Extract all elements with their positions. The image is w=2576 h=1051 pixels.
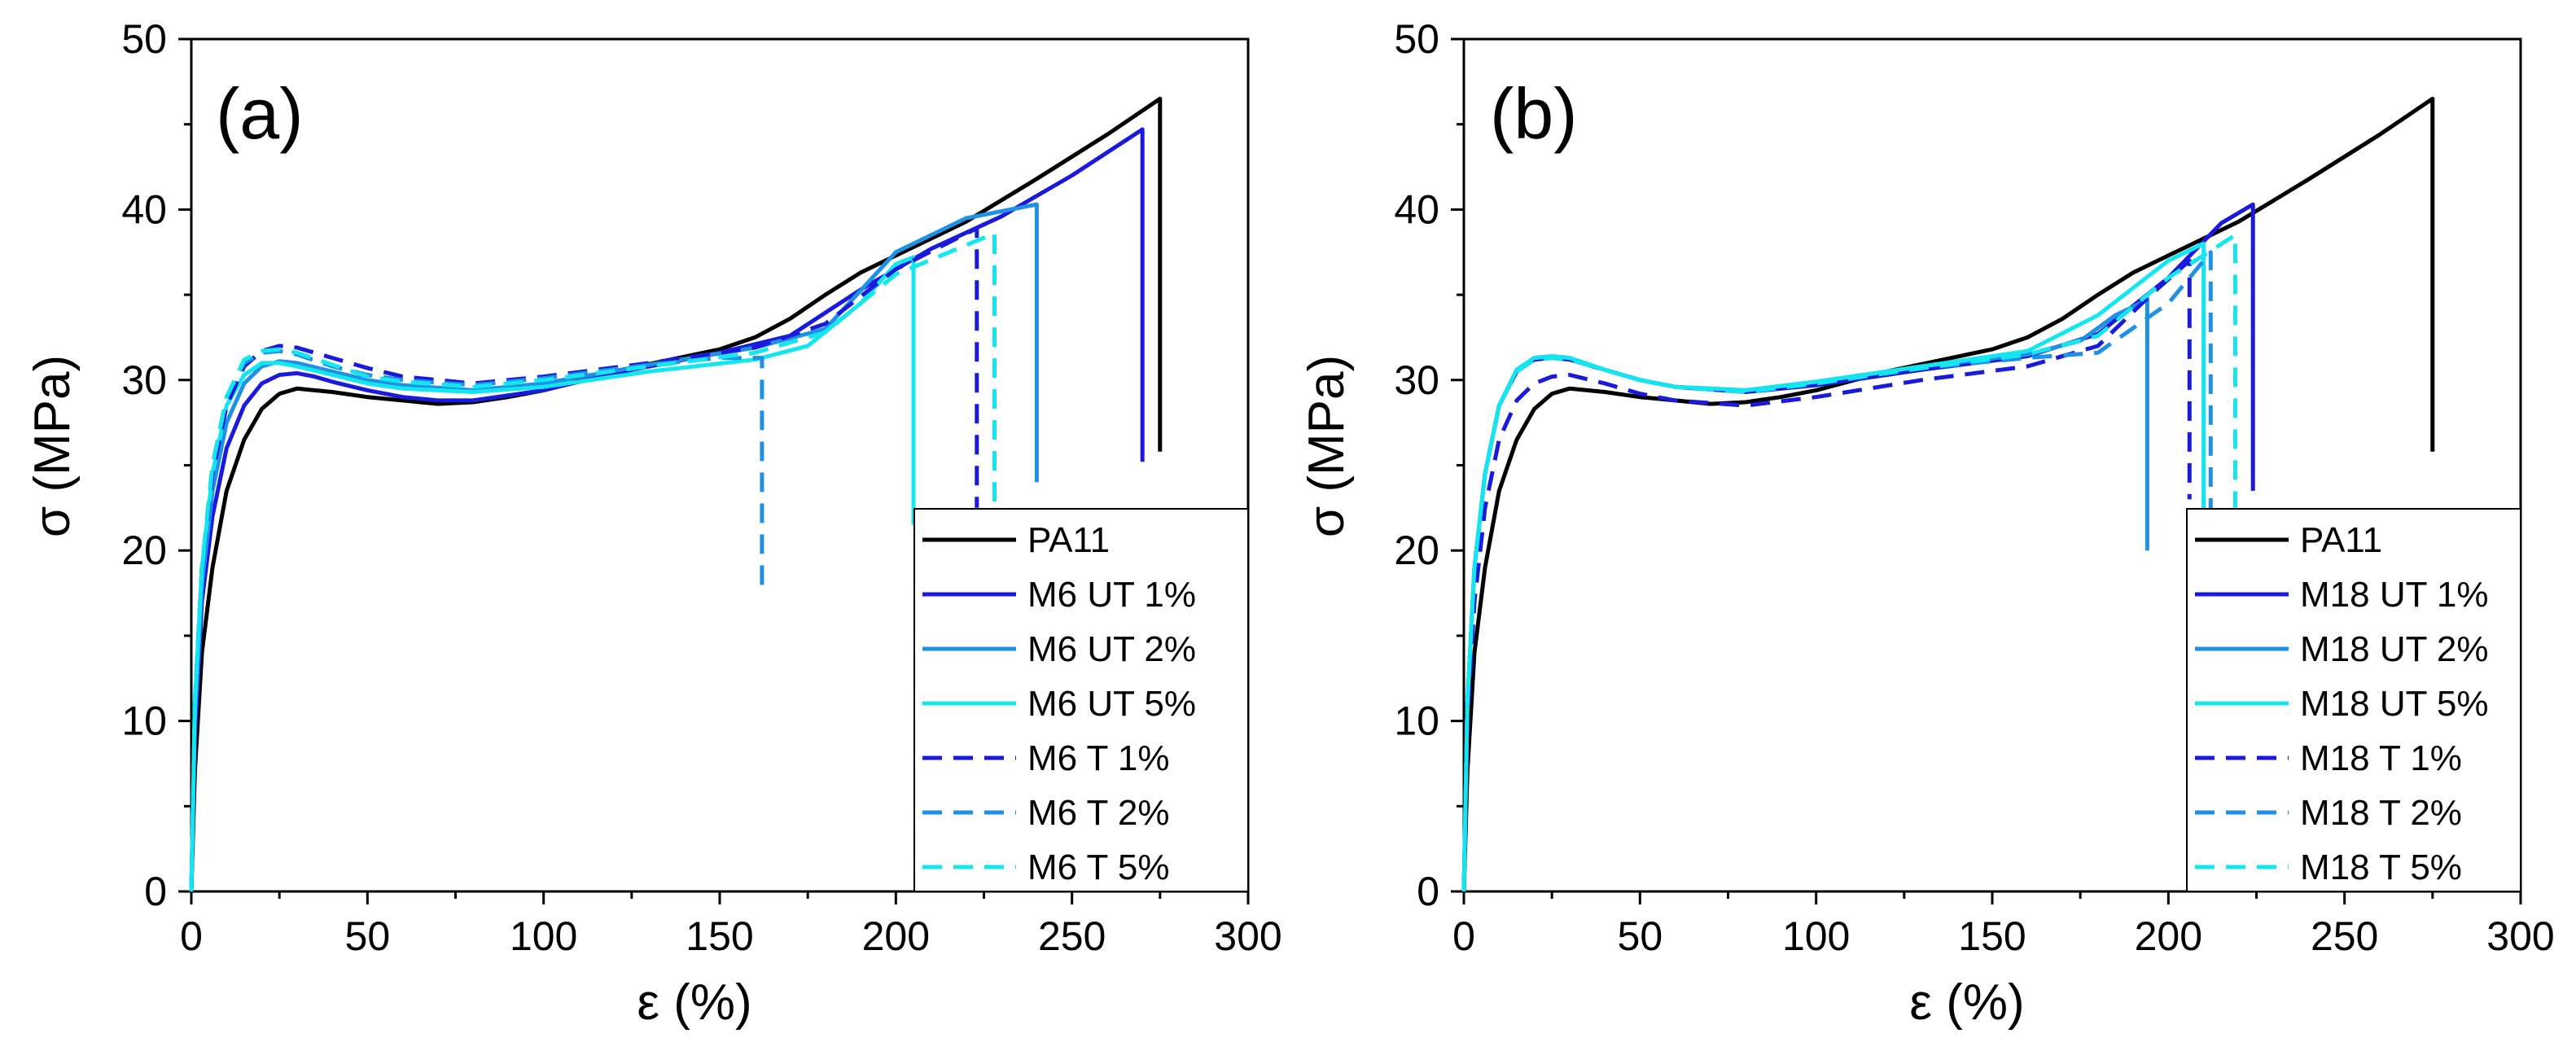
legend-label: M6 T 1% <box>1027 738 1169 778</box>
y-tick-label: 30 <box>1394 357 1439 403</box>
y-tick-label: 50 <box>121 16 167 62</box>
axes-frame-b: 0 50 100 150 200 250 300 0 10 20 30 40 50 <box>1394 16 2554 959</box>
x-axis-title-a: ε (%) <box>637 974 751 1031</box>
y-tick-label: 10 <box>1394 698 1439 744</box>
x-tick-label: 250 <box>1038 913 1106 959</box>
x-tick-label: 50 <box>1618 913 1663 959</box>
legend-label: M6 T 5% <box>1027 847 1169 887</box>
series-line <box>1461 258 2192 892</box>
x-tick-label: 200 <box>862 913 930 959</box>
y-tick-label: 10 <box>121 698 167 744</box>
legend-b: PA11 M18 UT 1% M18 UT 2% M18 UT 5% M18 T 1% M… <box>2186 508 2521 892</box>
legend-label: PA11 <box>2300 520 2382 560</box>
y-axis-title-b: σ (MPa) <box>1299 355 1355 537</box>
panel-label-a: (a) <box>216 73 304 154</box>
x-tick-label: 0 <box>180 913 203 959</box>
series-layer-a <box>189 96 1163 892</box>
x-tick-label: 200 <box>2135 913 2202 959</box>
y-tick-label: 20 <box>1394 528 1439 573</box>
x-tick-label: 250 <box>2311 913 2378 959</box>
x-tick-label: 100 <box>510 913 577 959</box>
y-tick-label: 40 <box>121 186 167 232</box>
axes-frame-a: 0 50 100 150 200 250 300 0 10 20 30 40 50 <box>121 16 1281 959</box>
x-tick-label: 150 <box>1958 913 2026 959</box>
legend-label: M6 UT 1% <box>1027 575 1196 615</box>
series-line <box>189 226 979 892</box>
legend-label: M6 UT 2% <box>1027 629 1196 669</box>
legend-label: M18 T 1% <box>2300 738 2462 778</box>
legend-label: M6 UT 5% <box>1027 684 1196 724</box>
legend-label: M18 UT 2% <box>2300 629 2489 669</box>
x-tick-label: 50 <box>345 913 391 959</box>
series-line <box>1461 233 2237 892</box>
y-axis-title-a: σ (MPa) <box>24 355 81 537</box>
x-tick-label: 300 <box>1214 913 1281 959</box>
y-tick-label: 0 <box>1417 869 1439 914</box>
y-tick-label: 30 <box>121 357 167 403</box>
x-tick-label: 0 <box>1452 913 1475 959</box>
legend-label: M18 UT 1% <box>2300 575 2489 615</box>
series-line <box>189 202 1039 892</box>
y-tick-label: 20 <box>121 528 167 573</box>
x-tick-label: 300 <box>2486 913 2554 959</box>
x-tick-label: 150 <box>686 913 753 959</box>
panel-label-b: (b) <box>1490 73 1578 154</box>
legend-a: PA11 M6 UT 1% M6 UT 2% M6 UT 5% M6 T 1% M6 T … <box>913 508 1249 892</box>
legend-box <box>2186 508 2521 892</box>
x-tick-label: 100 <box>1782 913 1850 959</box>
series-layer-b <box>1461 96 2435 892</box>
legend-label: M18 T 2% <box>2300 793 2462 833</box>
legend-label: M18 UT 5% <box>2300 684 2489 724</box>
legend-label: PA11 <box>1027 520 1110 560</box>
y-tick-label: 0 <box>144 869 167 914</box>
x-axis-title-b: ε (%) <box>1909 974 2024 1031</box>
legend-label: M6 T 2% <box>1027 793 1169 833</box>
y-tick-label: 40 <box>1394 186 1439 232</box>
legend-label: M18 T 5% <box>2300 847 2462 887</box>
series-line <box>189 127 1145 892</box>
series-line <box>189 231 997 892</box>
y-tick-label: 50 <box>1394 16 1439 62</box>
legend-box <box>913 508 1249 892</box>
